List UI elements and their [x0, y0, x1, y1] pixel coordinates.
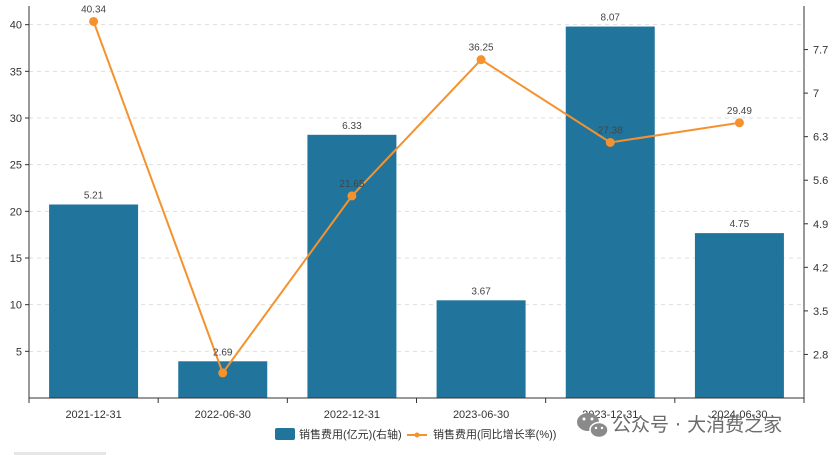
legend-bar-label: 销售费用(亿元)(右轴)	[299, 427, 402, 441]
legend[interactable]: 销售费用(亿元)(右轴) 销售费用(同比增长率(%))	[275, 427, 556, 441]
x-tick-label: 2024-06-30	[711, 409, 767, 421]
line-value-label: 29.49	[727, 106, 752, 117]
bar-value-label: 4.75	[730, 219, 750, 230]
left-tick-label: 35	[10, 66, 22, 78]
right-tick-label: 3.5	[813, 306, 828, 318]
right-tick-label: 7.7	[813, 45, 828, 57]
wechat-icon	[577, 413, 609, 439]
right-tick-label: 4.2	[813, 262, 828, 274]
bar-2022-06-30[interactable]	[178, 361, 268, 398]
right-tick-label: 2.8	[813, 349, 828, 361]
right-tick-label: 5.6	[813, 175, 828, 187]
legend-item-bar[interactable]: 销售费用(亿元)(右轴)	[275, 427, 402, 441]
right-tick-label: 6.3	[813, 132, 828, 144]
left-tick-label: 30	[10, 113, 22, 125]
bar-2023-12-31[interactable]	[565, 26, 655, 399]
line-point-2021-12-31[interactable]	[89, 16, 99, 26]
bar-value-label: 8.07	[601, 13, 621, 24]
bar-value-label: 5.21	[84, 190, 104, 201]
watermark-text: 公众号 · 大消费之家	[612, 414, 782, 436]
left-tick-label: 20	[10, 206, 22, 218]
watermark: 公众号 · 大消费之家	[577, 413, 782, 439]
legend-bar-swatch	[275, 428, 295, 440]
bar-2021-12-31[interactable]	[49, 204, 139, 398]
bar-2024-06-30[interactable]	[694, 233, 784, 398]
gridlines	[29, 24, 804, 352]
scroll-indicator	[14, 452, 106, 455]
left-tick-label: 15	[10, 253, 22, 265]
line-point-2023-12-31[interactable]	[605, 137, 615, 147]
right-tick-label: 4.9	[813, 219, 828, 231]
legend-line-marker	[414, 432, 420, 438]
line-point-2023-06-30[interactable]	[476, 55, 486, 65]
x-tick-label: 2022-12-31	[324, 409, 380, 421]
line-point-2024-06-30[interactable]	[734, 118, 744, 128]
left-tick-label: 10	[10, 300, 22, 312]
bar-series	[49, 26, 784, 399]
line-value-label: 36.25	[469, 43, 494, 54]
axes: 5 10 15 20 25 30 35 40 2.8 3.5 4.2 4.9 5.6 6.3 7 7.7 202…	[10, 6, 828, 421]
left-tick-label: 25	[10, 160, 22, 172]
x-tick-label: 2022-06-30	[195, 409, 251, 421]
data-labels: 5.21 2.69 6.33 3.67 8.07 4.75 40.34 21.65 36.25 2…	[81, 4, 752, 358]
legend-item-line[interactable]: 销售费用(同比增长率(%))	[407, 427, 556, 441]
line-value-label: 27.38	[598, 125, 623, 136]
line-value-label: 40.34	[81, 4, 106, 15]
legend-line-label: 销售费用(同比增长率(%))	[433, 427, 556, 441]
right-tick-label: 7	[813, 88, 819, 100]
bar-value-label: 6.33	[342, 121, 362, 132]
line-point-2022-06-30[interactable]	[218, 368, 228, 378]
left-tick-label: 5	[16, 346, 22, 358]
x-tick-label: 2021-12-31	[65, 409, 121, 421]
bar-2023-06-30[interactable]	[436, 300, 526, 398]
x-tick-label: 2023-06-30	[453, 409, 509, 421]
line-value-label: 21.65	[339, 179, 364, 190]
line-series	[89, 16, 744, 378]
left-tick-label: 40	[10, 20, 22, 32]
bar-value-label: 2.69	[213, 347, 233, 358]
bar-2022-12-31[interactable]	[307, 134, 397, 399]
growth-rate-line	[92, 21, 740, 375]
line-point-2022-12-31[interactable]	[347, 191, 357, 201]
bar-value-label: 3.67	[471, 286, 491, 297]
